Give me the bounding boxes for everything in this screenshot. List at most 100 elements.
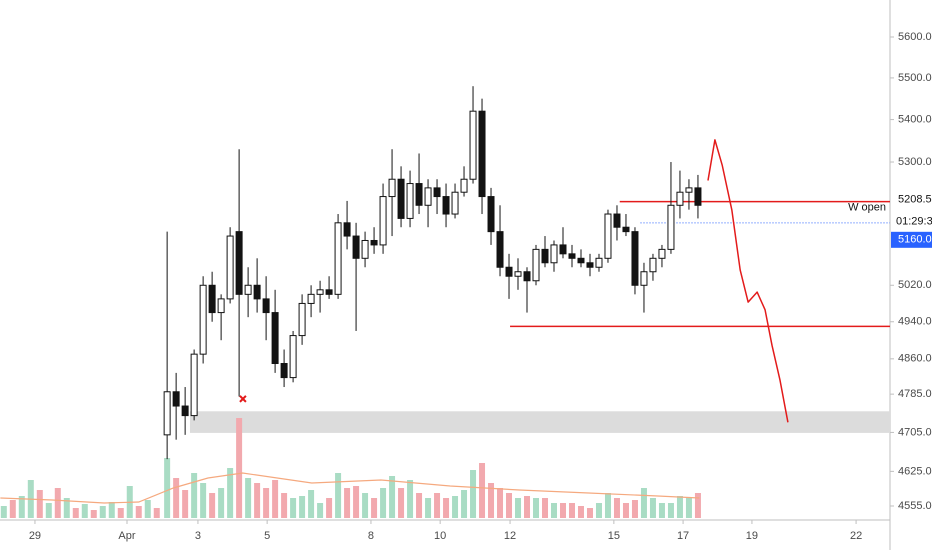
volume-bar xyxy=(506,493,513,518)
volume-bar xyxy=(326,498,333,518)
volume-bar xyxy=(200,483,207,518)
candle-body xyxy=(478,110,486,198)
volume-bar xyxy=(595,503,602,518)
x-tick-label: 19 xyxy=(746,530,758,542)
x-tick-label: 12 xyxy=(504,530,516,542)
candle-body xyxy=(307,293,315,304)
volume-bar xyxy=(218,488,225,518)
volume-bar xyxy=(488,483,495,518)
candle-body xyxy=(622,226,630,233)
candle-body xyxy=(388,178,396,198)
volume-bar xyxy=(551,503,558,518)
candle-body xyxy=(370,239,378,246)
volume-bar xyxy=(108,502,115,518)
candle-body xyxy=(271,312,279,365)
y-tick-label: 4940.0 xyxy=(898,316,932,328)
candle-body xyxy=(604,213,612,259)
volume-bar xyxy=(380,488,387,518)
volume-bar xyxy=(497,488,504,518)
candle-body xyxy=(685,187,693,193)
volume-bar xyxy=(281,493,288,518)
volume-bar xyxy=(649,498,656,518)
volume-bar xyxy=(191,473,198,518)
volume-bar xyxy=(54,488,61,518)
volume-bar xyxy=(667,503,674,518)
volume-bar xyxy=(117,508,124,518)
candle-body xyxy=(199,284,207,355)
volume-bar xyxy=(533,498,540,518)
volume-bar xyxy=(99,506,106,518)
candle-body xyxy=(559,244,567,255)
y-tick-label: 5600.0 xyxy=(898,31,932,43)
candle-body xyxy=(280,363,288,379)
candle-body xyxy=(253,284,261,300)
candle-body xyxy=(361,239,369,259)
candle-body xyxy=(262,298,270,314)
volume-bar xyxy=(353,486,360,518)
candle-body xyxy=(595,257,603,268)
x-tick-label: Apr xyxy=(118,530,135,542)
candle-body xyxy=(208,284,216,314)
volume-bar xyxy=(173,478,180,518)
last-price-label: 5160.0 xyxy=(898,234,932,246)
volume-bar xyxy=(577,506,584,518)
candle-body xyxy=(613,213,621,228)
y-tick-label: 5500.0 xyxy=(898,72,932,84)
candle-body xyxy=(658,248,666,259)
volume-bar xyxy=(568,503,575,518)
volume-bar xyxy=(135,506,142,518)
candle-body xyxy=(487,196,495,233)
candle-body xyxy=(415,183,423,206)
y-tick-label: 5400.0 xyxy=(898,113,932,125)
volume-bar xyxy=(613,498,620,518)
candle-body xyxy=(352,235,360,259)
candle-body xyxy=(694,187,702,206)
candle-body xyxy=(649,257,657,273)
level-text: W open xyxy=(848,201,886,213)
candle-body xyxy=(631,231,639,286)
candle-body xyxy=(460,178,468,193)
volume-bar xyxy=(254,483,261,518)
candle-body xyxy=(505,266,513,277)
volume-bar xyxy=(407,480,414,518)
volume-bar xyxy=(694,493,701,518)
candle-body xyxy=(244,284,252,295)
y-tick-label: 4785.0 xyxy=(898,388,932,400)
y-tick-label: 4625.0 xyxy=(898,465,932,477)
volume-bar xyxy=(245,478,252,518)
volume-bar xyxy=(425,498,432,518)
volume-bar xyxy=(389,476,396,518)
candle-body xyxy=(325,289,333,295)
volume-bar xyxy=(182,490,189,518)
volume-bar xyxy=(479,463,486,518)
candle-body xyxy=(316,289,324,295)
x-marker xyxy=(239,395,247,403)
volume-bar xyxy=(604,493,611,518)
x-tick-label: 5 xyxy=(264,530,270,542)
volume-bar xyxy=(63,498,70,518)
volume-bar xyxy=(299,496,306,518)
candle-body xyxy=(217,298,225,314)
candle-body xyxy=(523,271,531,282)
volume-bar xyxy=(236,418,243,518)
candle-body xyxy=(541,248,549,264)
x-tick-label: 17 xyxy=(677,530,689,542)
volume-bar xyxy=(362,493,369,518)
volume-bar xyxy=(371,498,378,518)
candle-body xyxy=(379,196,387,246)
volume-bar xyxy=(676,496,683,518)
volume-ma xyxy=(0,472,700,504)
x-tick-label: 8 xyxy=(368,530,374,542)
candle-body xyxy=(334,222,342,295)
candle-body xyxy=(190,353,198,417)
candle-body xyxy=(577,257,585,264)
candle-body xyxy=(469,110,477,180)
y-tick-label: 5300.0 xyxy=(898,156,932,168)
x-tick-label: 29 xyxy=(29,530,41,542)
candle-body xyxy=(163,391,171,436)
last-price-box xyxy=(891,231,932,248)
candle-body xyxy=(406,183,414,219)
volume-bar xyxy=(398,488,405,518)
volume-bar xyxy=(631,500,638,518)
